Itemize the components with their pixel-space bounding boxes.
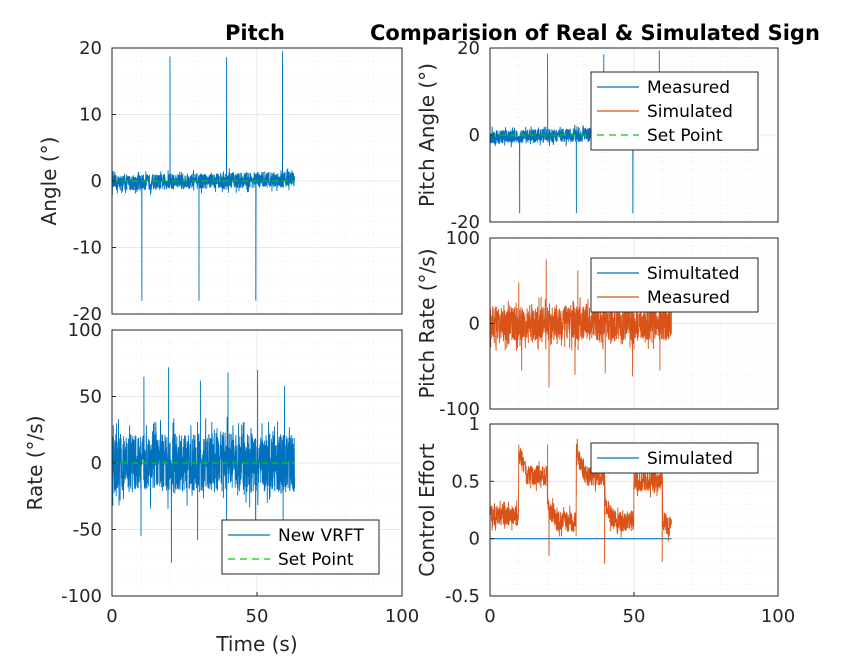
y-tick-label: -0.5 [445,586,480,607]
y-tick-label: -50 [73,520,102,541]
y-tick-label: 100 [68,320,102,341]
orange-line [489,438,672,564]
y-axis-label: Angle (°) [37,137,61,226]
x-tick-label: 50 [623,606,646,627]
legend: Simultated Measured [590,257,759,313]
y-tick-label: 100 [446,228,480,249]
y-axis-label: Pitch Rate (°/s) [415,248,439,398]
y-tick-label: 1 [469,414,480,435]
y-tick-label: 0 [469,314,480,335]
legend-label: Simulated [647,449,733,469]
y-tick-label: 20 [79,38,102,59]
y-tick-label: -100 [439,399,480,420]
y-tick-label: 0 [469,125,480,146]
x-tick-label: 100 [385,606,419,627]
chart-title: Comparision of Real & Simulated Sign [370,21,820,45]
legend-label: New VRFT [278,526,364,546]
legend-label: Set Point [647,126,723,146]
y-axis-label: Rate (°/s) [23,416,47,511]
y-tick-label: 0 [91,171,102,192]
x-tick-label: 0 [484,606,495,627]
y-axis-label: Control Effort [415,443,439,577]
legend: Measured Simulated Set Point [590,71,759,151]
y-tick-label: -10 [73,238,102,259]
y-axis-label: Pitch Angle (°) [415,63,439,207]
y-tick-label: 0 [469,529,480,550]
y-tick-label: 50 [79,387,102,408]
legend-box [221,519,380,575]
y-tick-label: 20 [457,38,480,59]
legend-label: Simultated [647,264,740,284]
x-axis-label: Time (s) [215,632,297,656]
x-tick-label: 0 [106,606,117,627]
legend: Simulated [590,442,759,474]
y-tick-label: -20 [73,304,102,325]
x-tick-label: 100 [761,606,795,627]
legend: New VRFT Set Point [221,519,380,575]
y-tick-label: 10 [79,105,102,126]
y-tick-label: 0.5 [451,471,480,492]
angle-plot: 20 10 0 -10 -20 Pitch Angle (°) [37,21,403,325]
legend-label: Measured [647,288,730,308]
x-tick-label: 50 [246,606,269,627]
pitch-angle-plot: 20 0 -20 Comparision of Real & Simulated Si… [370,21,820,233]
legend-label: Measured [647,78,730,98]
y-tick-label: -100 [61,586,102,607]
legend-label: Set Point [278,550,354,570]
y-tick-label: 0 [91,453,102,474]
chart-title: Pitch [225,21,285,45]
measured-line [489,259,672,388]
legend-label: Simulated [647,102,733,122]
legend-box [590,257,759,313]
new-vrft-line [111,367,296,563]
y-tick-label: -20 [451,212,480,233]
